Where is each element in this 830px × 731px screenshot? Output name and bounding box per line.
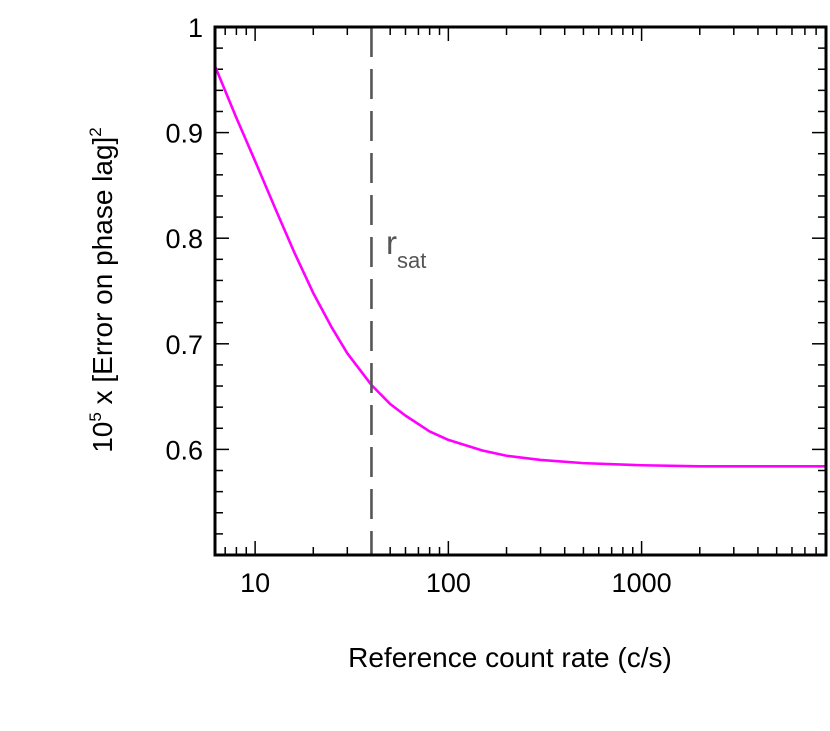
y-axis-title-base: 10 bbox=[87, 422, 118, 453]
y-tick-label: 0.8 bbox=[165, 224, 203, 254]
series-line bbox=[213, 65, 826, 468]
x-tick-labels: 10 100 1000 bbox=[240, 568, 672, 598]
major-ticks bbox=[215, 26, 826, 556]
rsat-label: rsat bbox=[386, 224, 426, 273]
y-axis-title-suffix: 2 bbox=[86, 127, 105, 136]
y-axis-title-main: x [Error on phase lag] bbox=[87, 137, 118, 412]
y-axis-title-exp: 5 bbox=[86, 412, 105, 421]
y-tick-labels: 1 0.9 0.8 0.7 0.6 bbox=[165, 13, 203, 465]
y-axis-title: 105 x [Error on phase lag]2 bbox=[86, 127, 118, 453]
plot-frame bbox=[213, 25, 828, 557]
rsat-label-main: r bbox=[386, 224, 397, 261]
x-tick-label: 1000 bbox=[612, 568, 672, 598]
rsat-label-sub: sat bbox=[397, 248, 426, 273]
x-tick-label: 100 bbox=[426, 568, 471, 598]
y-tick-label: 1 bbox=[188, 13, 203, 43]
series-layer bbox=[213, 65, 826, 468]
x-axis-title: Reference count rate (c/s) bbox=[348, 642, 672, 673]
y-tick-label: 0.9 bbox=[165, 119, 203, 149]
y-tick-label: 0.6 bbox=[165, 435, 203, 465]
x-tick-label: 10 bbox=[240, 568, 270, 598]
y-tick-label: 0.7 bbox=[165, 330, 203, 360]
minor-ticks bbox=[215, 27, 827, 555]
